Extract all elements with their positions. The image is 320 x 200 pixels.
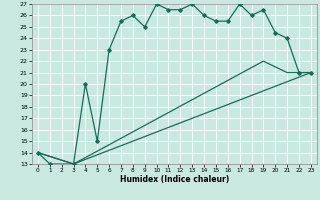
X-axis label: Humidex (Indice chaleur): Humidex (Indice chaleur) bbox=[120, 175, 229, 184]
